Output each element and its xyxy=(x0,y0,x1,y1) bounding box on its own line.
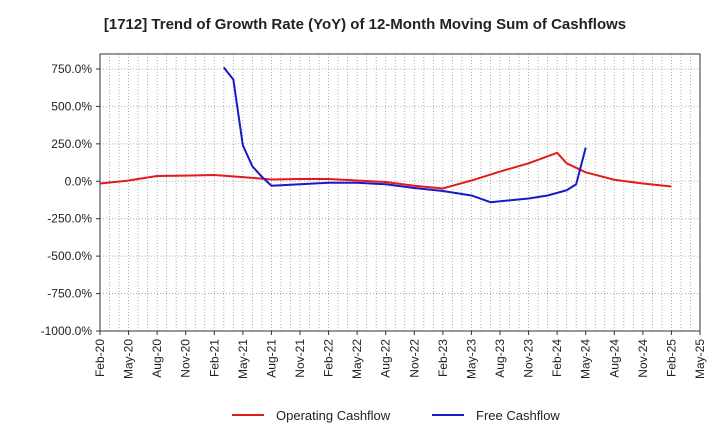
x-tick-label: May-20 xyxy=(122,339,136,379)
axes-layer: 750.0% 500.0% 250.0% 0.0% -250.0% -500.0% -750… xyxy=(41,53,707,379)
y-tick-label: -250.0% xyxy=(47,212,92,226)
x-tick-label: Aug-23 xyxy=(493,339,507,378)
x-tick-label: Nov-20 xyxy=(179,339,193,378)
chart-title: [1712] Trend of Growth Rate (YoY) of 12-… xyxy=(104,16,626,33)
x-tick-label: May-21 xyxy=(236,339,250,379)
x-tick-label: May-24 xyxy=(579,339,593,379)
grid-layer xyxy=(100,54,700,332)
series-line-operating-cashflow xyxy=(99,151,672,190)
x-tick-label: Nov-24 xyxy=(636,339,650,378)
x-tick-label: May-23 xyxy=(464,339,478,379)
x-tick-label: Feb-24 xyxy=(550,339,564,377)
x-tick-label: Nov-23 xyxy=(522,339,536,378)
x-tick-label: Feb-20 xyxy=(93,339,107,377)
x-tick-label: Aug-20 xyxy=(150,339,164,378)
y-tick-label: -1000.0% xyxy=(41,324,93,338)
series-line-free-cashflow xyxy=(223,66,587,204)
x-tick-label: Feb-21 xyxy=(207,339,221,377)
x-tick-label: Feb-23 xyxy=(436,339,450,377)
x-tick-label: Aug-22 xyxy=(379,339,393,378)
series-layer xyxy=(99,66,672,204)
y-tick-label: 0.0% xyxy=(65,174,93,188)
y-tick-label: 500.0% xyxy=(51,99,92,113)
legend-label-free-cashflow: Free Cashflow xyxy=(476,408,560,423)
y-tick-label: -500.0% xyxy=(47,249,92,263)
x-tick-label: Aug-21 xyxy=(264,339,278,378)
x-tick-label: Nov-21 xyxy=(293,339,307,378)
x-tick-label: Feb-22 xyxy=(322,339,336,377)
x-tick-label: May-25 xyxy=(693,339,707,379)
y-tick-label: 750.0% xyxy=(51,62,92,76)
legend: Operating Cashflow Free Cashflow xyxy=(232,408,560,423)
y-tick-label: -750.0% xyxy=(47,287,92,301)
x-tick-label: Aug-24 xyxy=(607,339,621,378)
y-tick-label: 250.0% xyxy=(51,137,92,151)
x-tick-label: May-22 xyxy=(350,339,364,379)
x-tick-label: Feb-25 xyxy=(664,339,678,377)
plot-frame xyxy=(99,53,701,332)
legend-label-operating-cashflow: Operating Cashflow xyxy=(276,408,391,423)
plot-area xyxy=(100,54,700,331)
x-tick-label: Nov-22 xyxy=(407,339,421,378)
